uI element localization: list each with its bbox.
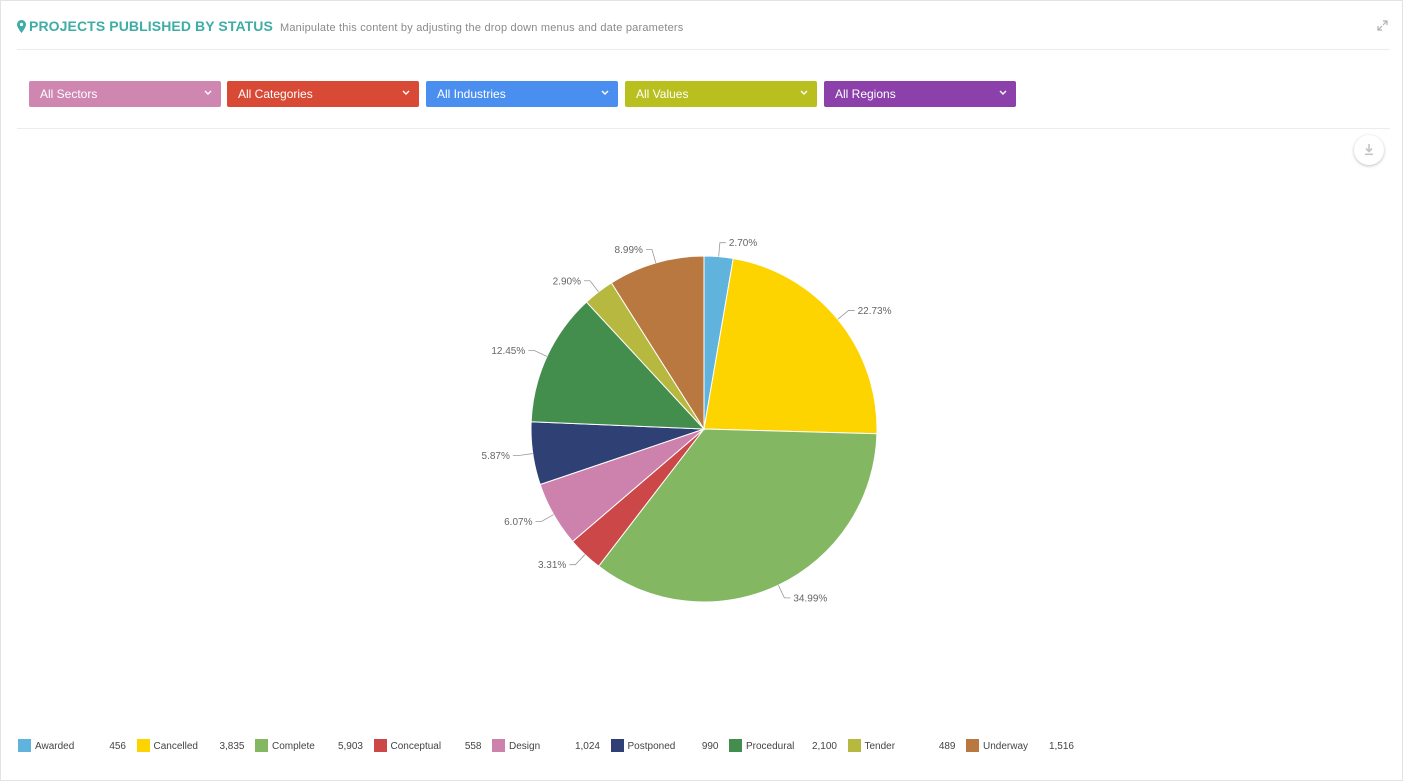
slice-percent-label: 2.70% (729, 238, 757, 249)
legend-value: 1,516 (1048, 741, 1074, 752)
slice-percent-label: 3.31% (538, 560, 566, 571)
legend-value: 456 (109, 741, 126, 752)
legend-swatch (729, 739, 742, 752)
legend-label: Underway (983, 741, 1029, 752)
categories-dropdown[interactable]: All Categories (227, 81, 419, 107)
slice-percent-label: 22.73% (858, 306, 892, 317)
expand-icon[interactable] (1377, 20, 1388, 31)
legend-item-awarded[interactable]: Awarded 456 (18, 739, 128, 753)
legend-swatch (255, 739, 268, 752)
pie-slice-procedural[interactable] (530, 301, 706, 430)
slice-percent-label: 2.90% (553, 276, 581, 287)
pie-slice-underway[interactable] (610, 255, 705, 431)
slice-connector (569, 554, 586, 566)
slice-percent-label: 8.99% (615, 245, 643, 256)
legend-label: Tender (864, 741, 896, 752)
legend-item-design[interactable]: Design 1,024 (492, 739, 602, 753)
pie-chart: 2.70% 22.73% 34.99% 3.31% 6.07% 5.87% 12.45% 2.… (482, 238, 892, 604)
legend-value: 5,903 (337, 741, 363, 752)
legend-item-conceptual[interactable]: Conceptual 558 (373, 739, 484, 753)
legend-item-postponed[interactable]: Postponed 990 (610, 739, 721, 753)
legend-swatch (373, 739, 387, 752)
industries-dropdown[interactable]: All Industries (426, 81, 618, 107)
chevron-down-icon (601, 90, 609, 95)
regions-dropdown-label: All Regions (835, 87, 896, 101)
legend-swatch (610, 739, 624, 752)
legend-item-underway[interactable]: Underway 1,516 (966, 739, 1076, 753)
legend-item-procedural[interactable]: Procedural 2,100 (729, 739, 839, 753)
slice-connector (718, 242, 726, 257)
legend-label: Cancelled (153, 741, 198, 752)
regions-dropdown[interactable]: All Regions (824, 81, 1016, 107)
values-dropdown-label: All Values (636, 87, 689, 101)
legend-value: 558 (464, 741, 482, 752)
legend-label: Awarded (35, 741, 75, 752)
slice-percent-label: 34.99% (793, 593, 827, 604)
download-button[interactable] (1354, 135, 1384, 165)
slice-connector (535, 514, 554, 522)
legend-label: Design (509, 741, 541, 752)
chevron-down-icon (999, 90, 1007, 95)
legend-label: Conceptual (390, 741, 442, 752)
legend-swatch (18, 739, 31, 752)
slice-connector (512, 453, 533, 456)
legend-label: Procedural (746, 741, 795, 752)
page-title: PROJECTS PUBLISHED BY STATUS Manipulate … (29, 18, 683, 34)
filter-bar: All Sectors All Categories All Industrie… (17, 49, 1390, 129)
chevron-down-icon (204, 90, 212, 95)
slice-connector (583, 280, 599, 293)
panel-header: PROJECTS PUBLISHED BY STATUS Manipulate … (17, 16, 1390, 50)
legend-item-cancelled[interactable]: Cancelled 3,835 (136, 739, 247, 753)
slice-percent-label: 5.87% (482, 451, 510, 462)
legend-value: 1,024 (574, 741, 600, 752)
legend-item-complete[interactable]: Complete 5,903 (255, 739, 365, 753)
pie-slice-complete[interactable] (597, 428, 878, 603)
sectors-dropdown-label: All Sectors (40, 87, 98, 101)
legend-value: 489 (938, 741, 956, 752)
chevron-down-icon (800, 90, 808, 95)
slice-percent-label: 12.45% (491, 346, 525, 357)
page-subtitle: Manipulate this content by adjusting the… (279, 22, 684, 34)
legend-value: 990 (701, 741, 719, 752)
slice-connector (528, 350, 548, 357)
legend-value: 2,100 (811, 741, 837, 752)
legend-swatch (492, 739, 505, 752)
categories-dropdown-label: All Categories (238, 87, 313, 101)
values-dropdown[interactable]: All Values (625, 81, 817, 107)
legend-swatch (847, 739, 861, 752)
legend-label: Postponed (627, 741, 676, 752)
legend-label: Complete (272, 741, 315, 752)
legend-value: 3,835 (219, 741, 245, 752)
slice-connector (645, 249, 657, 263)
sectors-dropdown[interactable]: All Sectors (29, 81, 221, 107)
legend-swatch (136, 739, 150, 752)
title-text: PROJECTS PUBLISHED BY STATUS (29, 18, 273, 34)
map-pin-icon (17, 20, 26, 33)
chevron-down-icon (402, 90, 410, 95)
slice-connector (777, 585, 791, 599)
slice-connector (837, 310, 855, 320)
pie-slice-cancelled[interactable] (703, 257, 878, 435)
slice-percent-label: 6.07% (504, 517, 532, 528)
industries-dropdown-label: All Industries (437, 87, 506, 101)
legend-item-tender[interactable]: Tender 489 (847, 739, 958, 753)
legend-swatch (966, 739, 979, 752)
download-icon (1365, 144, 1373, 156)
